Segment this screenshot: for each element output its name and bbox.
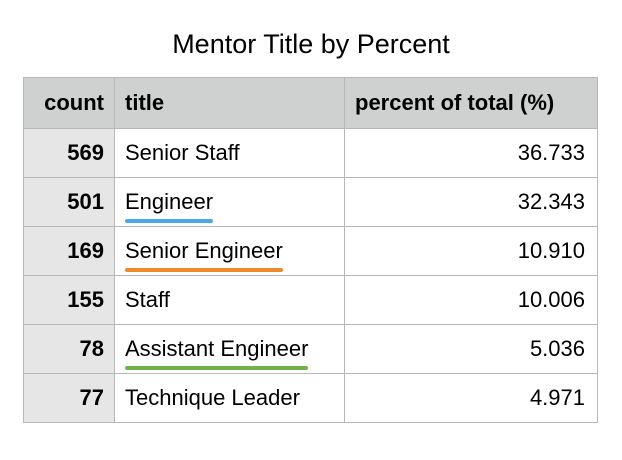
count-cell: 78 <box>23 324 115 374</box>
title-underline <box>125 268 283 272</box>
data-table: count title percent of total (%) 569 Sen… <box>23 77 598 423</box>
title-label: Assistant Engineer <box>125 336 309 361</box>
title-underline <box>125 219 214 223</box>
title-text: Engineer <box>125 189 214 223</box>
title-cell: Staff <box>114 275 345 325</box>
title-label: Staff <box>125 287 170 312</box>
title-label: Technique Leader <box>125 385 300 410</box>
chart-title: Mentor Title by Percent <box>172 29 450 59</box>
title-cell: Senior Engineer <box>114 226 345 276</box>
count-cell: 169 <box>23 226 115 276</box>
title-text: Technique Leader <box>125 385 300 411</box>
title-text: Senior Staff <box>125 140 240 166</box>
count-cell: 501 <box>23 177 115 227</box>
table-row: 501 Engineer 32.343 <box>23 177 598 227</box>
percent-cell: 4.971 <box>344 373 598 423</box>
title-cell: Assistant Engineer <box>114 324 345 374</box>
percent-cell: 36.733 <box>344 128 598 178</box>
table-row: 155 Staff 10.006 <box>23 275 598 325</box>
count-cell: 77 <box>23 373 115 423</box>
table-row: 78 Assistant Engineer 5.036 <box>23 324 598 374</box>
title-cell: Engineer <box>114 177 345 227</box>
title-label: Senior Staff <box>125 140 240 165</box>
column-header-count: count <box>23 77 115 129</box>
column-header-title: title <box>114 77 345 129</box>
percent-cell: 32.343 <box>344 177 598 227</box>
table-row: 569 Senior Staff 36.733 <box>23 128 598 178</box>
title-text: Staff <box>125 287 170 313</box>
percent-cell: 10.006 <box>344 275 598 325</box>
table-row: 77 Technique Leader 4.971 <box>23 373 598 423</box>
title-text: Senior Engineer <box>125 238 283 272</box>
header-row: count title percent of total (%) <box>23 77 598 129</box>
count-cell: 155 <box>23 275 115 325</box>
title-text: Assistant Engineer <box>125 336 309 370</box>
title-label: Engineer <box>125 189 214 214</box>
count-cell: 569 <box>23 128 115 178</box>
title-underline <box>125 366 309 370</box>
title-cell: Senior Staff <box>114 128 345 178</box>
percent-cell: 10.910 <box>344 226 598 276</box>
title-cell: Technique Leader <box>114 373 345 423</box>
percent-cell: 5.036 <box>344 324 598 374</box>
title-label: Senior Engineer <box>125 238 283 263</box>
table-row: 169 Senior Engineer 10.910 <box>23 226 598 276</box>
column-header-percent: percent of total (%) <box>344 77 598 129</box>
